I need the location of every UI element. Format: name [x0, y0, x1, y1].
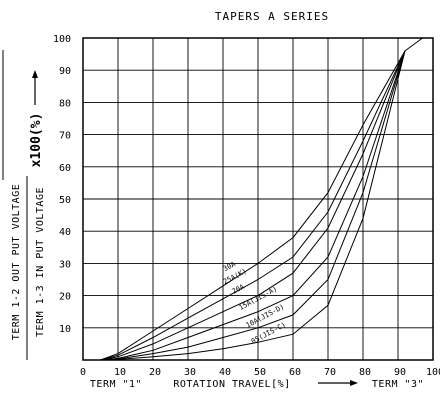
x-tick-labels: 0 10 20 30 40 50 60 70 80 90 100: [80, 367, 440, 378]
x-tick-label: 10: [114, 367, 126, 378]
x-tick-label: 70: [324, 367, 336, 378]
x-tick-label: 0: [80, 367, 86, 378]
y-tick-label: 50: [59, 195, 71, 206]
y-tick-label: 30: [59, 259, 71, 270]
series-line-0: [100, 50, 406, 361]
y-label-denominator: TERM 1-3 IN PUT VOLTAGE: [35, 187, 46, 337]
x-tick-label: 50: [254, 367, 266, 378]
y-tick-label: 100: [53, 34, 71, 45]
series-line-5: [100, 50, 406, 361]
curves: [100, 37, 423, 361]
x-start-label: TERM "1": [90, 379, 142, 390]
y-tick-labels: 10 20 30 40 50 60 70 80 90 100: [53, 34, 71, 335]
y-label-numerator: TERM 1-2 OUT PUT VOLTAGE: [11, 184, 22, 341]
y-tick-label: 80: [59, 98, 71, 109]
x-axis-label: ROTATION TRAVEL[%]: [173, 379, 290, 390]
x-tick-label: 100: [426, 367, 440, 378]
y-label-multiplier: x100(%): [29, 113, 44, 168]
y-arrow-icon: [32, 70, 38, 105]
x-end-label: TERM "3": [372, 379, 424, 390]
y-tick-label: 20: [59, 292, 71, 303]
series-line-1: [100, 50, 406, 361]
x-tick-label: 20: [149, 367, 161, 378]
curves-converge-line: [404, 37, 423, 52]
y-tick-label: 10: [59, 324, 71, 335]
y-tick-label: 90: [59, 66, 71, 77]
x-tick-label: 90: [394, 367, 406, 378]
plot-frame: [82, 37, 434, 361]
y-tick-label: 60: [59, 163, 71, 174]
series-line-4: [100, 50, 406, 361]
series-line-3: [100, 50, 406, 361]
x-arrow-icon: [318, 380, 358, 386]
series-line-2: [100, 50, 406, 361]
x-tick-label: 30: [184, 367, 196, 378]
y-tick-label: 40: [59, 227, 71, 238]
x-tick-label: 40: [219, 367, 231, 378]
x-tick-label: 80: [359, 367, 371, 378]
y-tick-label: 70: [59, 131, 71, 142]
x-tick-label: 60: [289, 367, 301, 378]
series-label-2: 20A: [231, 282, 247, 295]
grid: [83, 38, 433, 360]
chart-title: TAPERS A SERIES: [215, 10, 329, 23]
